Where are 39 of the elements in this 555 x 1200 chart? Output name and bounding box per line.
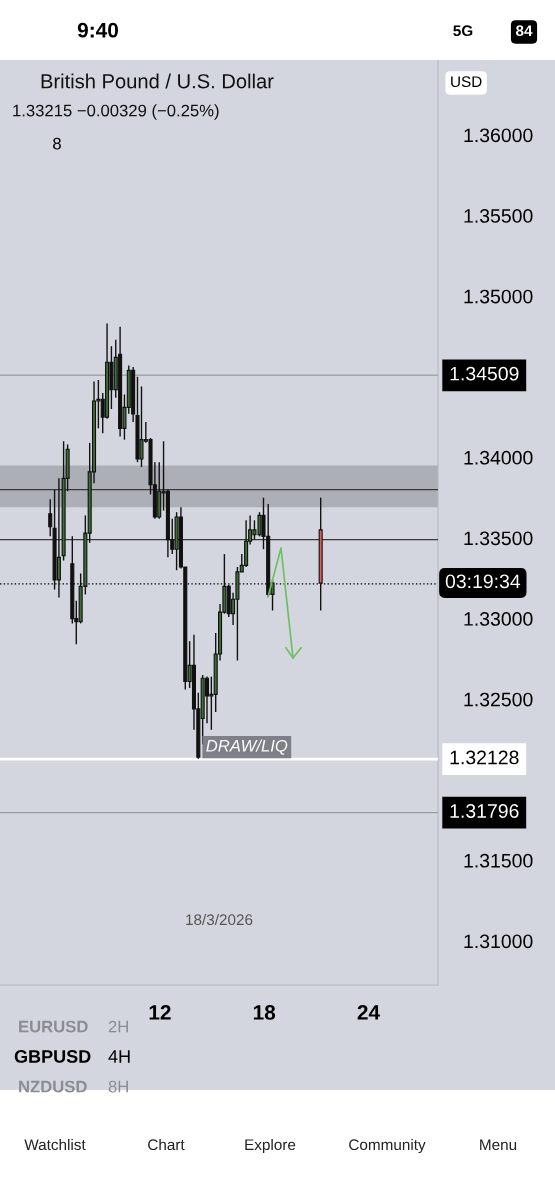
y-tick-label: 1.34000 bbox=[464, 450, 533, 465]
text: Explore bbox=[245, 1138, 296, 1154]
x-tick-label: 24 bbox=[357, 1004, 380, 1020]
annotation: 18/3/2026 bbox=[186, 913, 253, 926]
text: Menu bbox=[480, 1139, 517, 1151]
y-tick-label: 1.33500 bbox=[464, 531, 533, 546]
text: Community bbox=[349, 1138, 426, 1154]
text: 1.33215 −0.00329 (−0.25%) bbox=[13, 104, 219, 120]
text: NZDUSD bbox=[19, 1080, 87, 1093]
text: British Pound / U.S. Dollar bbox=[41, 73, 274, 89]
text: 03:19:34 bbox=[445, 574, 521, 589]
text: 8H bbox=[108, 1080, 128, 1093]
y-tick-label: 1.31000 bbox=[464, 934, 533, 949]
y-tick-label: 1.36000 bbox=[464, 128, 533, 143]
candlestick bbox=[252, 519, 257, 541]
ref-line-label: 1.32128 bbox=[450, 750, 519, 765]
text: 2H bbox=[108, 1020, 128, 1033]
ref-line-label: 1.31796 bbox=[450, 804, 519, 818]
y-tick-label: 1.35500 bbox=[464, 209, 533, 223]
text: Chart bbox=[148, 1138, 185, 1151]
text: 5G bbox=[453, 25, 473, 37]
text: EURUSD bbox=[19, 1020, 88, 1033]
x-tick-label: 18 bbox=[253, 1004, 276, 1020]
text: Watchlist bbox=[24, 1138, 86, 1151]
text: USD bbox=[451, 76, 482, 88]
y-tick-label: 1.33000 bbox=[464, 612, 533, 626]
candlestick bbox=[204, 675, 210, 725]
text: 84 bbox=[515, 25, 533, 37]
y-tick-label: 1.31500 bbox=[464, 853, 533, 868]
candlestick bbox=[139, 385, 144, 468]
y-tick-label: 1.35000 bbox=[464, 289, 533, 304]
x-tick-label: 12 bbox=[149, 1004, 171, 1020]
annotation: DRAW/LIQ bbox=[206, 739, 288, 755]
text: GBPUSD bbox=[14, 1050, 91, 1063]
annotation: 8 bbox=[53, 137, 61, 150]
text: 9:40 bbox=[77, 22, 118, 38]
ref-line-label: 1.34509 bbox=[450, 366, 519, 381]
text: 4H bbox=[108, 1050, 130, 1063]
y-tick-label: 1.32500 bbox=[464, 692, 533, 707]
